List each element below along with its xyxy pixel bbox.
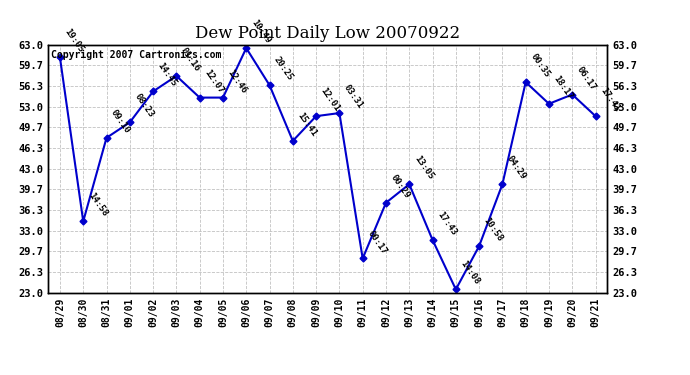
Text: 13:05: 13:05 bbox=[412, 154, 435, 182]
Text: 12:07: 12:07 bbox=[202, 68, 225, 95]
Text: 18:17: 18:17 bbox=[552, 74, 575, 101]
Text: 00:35: 00:35 bbox=[529, 52, 551, 80]
Text: 17:41: 17:41 bbox=[598, 86, 621, 113]
Text: 10:49: 10:49 bbox=[249, 18, 272, 45]
Text: 12:01: 12:01 bbox=[319, 86, 342, 113]
Title: Dew Point Daily Low 20070922: Dew Point Daily Low 20070922 bbox=[195, 25, 460, 42]
Text: 14:58: 14:58 bbox=[86, 191, 109, 219]
Text: 06:17: 06:17 bbox=[575, 64, 598, 92]
Text: 08:23: 08:23 bbox=[132, 92, 155, 120]
Text: 17:43: 17:43 bbox=[435, 210, 458, 237]
Text: 04:29: 04:29 bbox=[505, 154, 528, 182]
Text: 03:31: 03:31 bbox=[342, 83, 365, 110]
Text: 10:58: 10:58 bbox=[482, 216, 504, 243]
Text: 14:45: 14:45 bbox=[156, 62, 179, 88]
Text: 20:25: 20:25 bbox=[273, 55, 295, 82]
Text: 01:16: 01:16 bbox=[179, 46, 202, 73]
Text: 15:41: 15:41 bbox=[295, 111, 318, 138]
Text: 00:29: 00:29 bbox=[388, 173, 411, 200]
Text: 14:08: 14:08 bbox=[459, 260, 482, 286]
Text: Copyright 2007 Cartronics.com: Copyright 2007 Cartronics.com bbox=[51, 50, 221, 60]
Text: 19:05: 19:05 bbox=[63, 27, 86, 55]
Text: 00:17: 00:17 bbox=[366, 228, 388, 256]
Text: 09:10: 09:10 bbox=[109, 108, 132, 135]
Text: 12:46: 12:46 bbox=[226, 68, 248, 95]
